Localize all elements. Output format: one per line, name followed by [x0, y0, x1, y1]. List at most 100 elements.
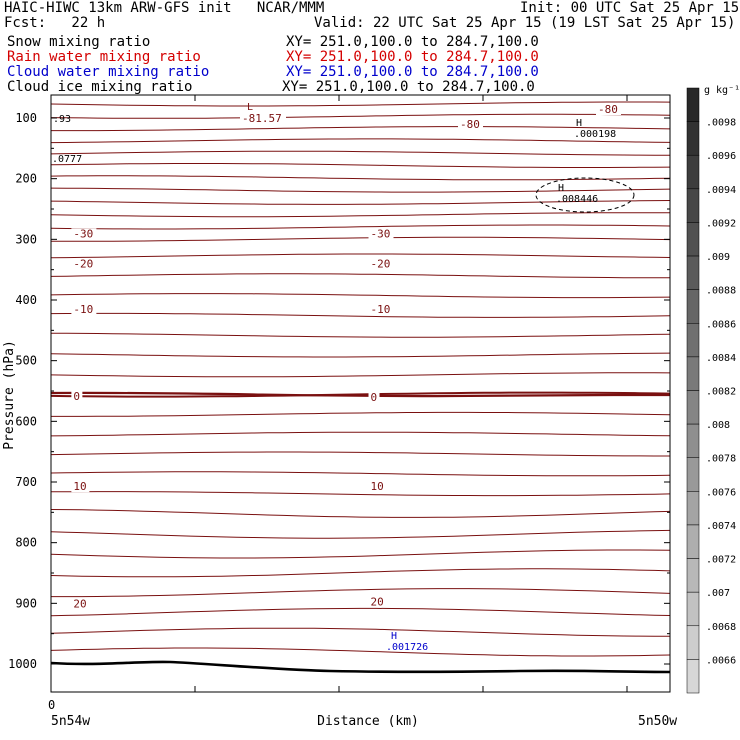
colorbar-swatch — [686, 154, 700, 190]
ground-line — [50, 660, 671, 674]
isotherm-line — [50, 273, 670, 279]
x-tick-zero: 0 — [48, 698, 55, 712]
y-tick-label: 600 — [15, 414, 37, 428]
isotherm-line — [50, 471, 671, 477]
colorbar-label: .0084 — [706, 353, 736, 364]
isotherm-line — [50, 253, 671, 259]
isotherm-line — [50, 549, 671, 559]
isotherm-line — [51, 126, 671, 132]
x-axis-label: Distance (km) — [317, 714, 419, 729]
colorbar-label: .0072 — [706, 555, 736, 566]
y-tick-label: 200 — [15, 172, 37, 186]
x-axis — [50, 95, 628, 692]
isotherm-label-bg — [71, 598, 90, 610]
field-snow-name: Snow mixing ratio — [7, 34, 151, 50]
colorbar-swatch — [686, 289, 700, 324]
low-symbol: L — [247, 102, 253, 113]
isotherm-label: -10 — [371, 303, 391, 316]
field-cloudice-xy: XY= 251.0,100.0 to 284.7,100.0 — [282, 79, 535, 95]
colorbar-label: .0086 — [706, 319, 736, 330]
colorbar-swatch — [686, 390, 700, 425]
colorbar-swatch — [686, 591, 700, 627]
y-tick-label: 500 — [15, 354, 37, 368]
colorbar-label: .0094 — [706, 185, 736, 196]
y-tick-label: 100 — [15, 111, 37, 125]
isotherm-line — [50, 451, 670, 457]
colorbar-swatch — [686, 524, 700, 559]
isotherm-line — [50, 529, 671, 539]
isotherm-line — [50, 509, 671, 518]
colorbar-swatch — [686, 188, 700, 223]
forecast-hour: Fcst: 22 h — [4, 15, 106, 31]
x-right-label: 5n50w — [638, 714, 677, 729]
isotherm-line — [50, 372, 671, 378]
colorbar-swatch — [686, 457, 700, 492]
isotherm-line — [50, 491, 671, 497]
isotherm-line — [51, 588, 671, 598]
isotherm-line — [50, 113, 671, 119]
isotherm-label: 10 — [371, 480, 384, 493]
isotherm-label-bg — [596, 104, 621, 115]
isotherm-line — [50, 568, 671, 578]
isotherm-line — [50, 224, 671, 230]
isotherm-label: 20 — [371, 596, 384, 609]
isotherm-line — [50, 647, 671, 657]
isotherm-label-bg — [71, 228, 97, 240]
isotherm-line — [50, 352, 671, 358]
isotherm-line — [50, 332, 671, 338]
edge-value-upper: .0777 — [52, 154, 82, 165]
colorbar-label: .0078 — [706, 454, 736, 465]
colorbar-label: .0096 — [706, 151, 736, 162]
isotherm-label: 10 — [73, 480, 86, 493]
colorbar-label: .007 — [706, 588, 730, 599]
freezing-level-line — [50, 391, 671, 398]
colorbar-swatch — [686, 356, 700, 391]
isotherm-label: -30 — [73, 227, 93, 240]
isotherm-label-bg — [458, 119, 483, 130]
isotherm-line — [50, 163, 671, 168]
isotherm-label-bg — [368, 481, 387, 493]
colorbar-swatch — [686, 87, 700, 122]
colorbar-swatch — [686, 558, 700, 593]
isotherm-line — [50, 293, 671, 299]
high-value-ice: .000198 — [574, 129, 616, 140]
high-value-snow: .008446 — [556, 194, 598, 205]
colorbar-swatch — [686, 625, 700, 660]
isotherm-label: -80 — [598, 103, 618, 116]
y-tick-label: 700 — [15, 475, 37, 489]
isotherm-contours — [50, 101, 671, 657]
y-tick-label: 800 — [15, 536, 37, 550]
colorbar-label: .0076 — [706, 487, 736, 498]
isotherm-label: 0 — [371, 391, 378, 404]
colorbar-unit: g kg⁻¹ — [704, 85, 740, 96]
isotherm-label: -20 — [73, 258, 93, 271]
ground-contour — [50, 660, 671, 674]
isotherm-label: -20 — [371, 258, 391, 271]
y-tick-label: 400 — [15, 293, 37, 307]
isotherm-line — [50, 101, 671, 107]
isotherm-label-bg — [368, 392, 380, 404]
isotherm-line — [50, 200, 671, 205]
isotherm-line — [50, 627, 670, 637]
colorbar-label: .0066 — [706, 655, 736, 666]
isotherm-labels: -80 -80 -81.57 -30 -30 -20 -20 -10 -10 0 0 10 10 20 20 — [71, 103, 621, 610]
field-cloudwater-xy: XY= 251.0,100.0 to 284.7,100.0 — [286, 64, 539, 80]
isotherm-line — [50, 138, 671, 144]
isotherm-label: 0 — [73, 390, 80, 403]
isotherm-label: -81.57 — [242, 112, 282, 125]
y-tick-label: 900 — [15, 596, 37, 610]
isotherm-line — [50, 312, 671, 318]
colorbar-label: .0074 — [706, 521, 736, 532]
isotherm-line — [50, 607, 671, 617]
isotherm-line — [51, 236, 671, 242]
field-rain-name: Rain water mixing ratio — [7, 49, 201, 65]
isotherm-line — [50, 391, 671, 398]
y-tick-label: 300 — [15, 232, 37, 246]
isotherm-label: -80 — [460, 118, 480, 131]
isotherm-label: 20 — [73, 597, 86, 610]
colorbar-swatch — [686, 423, 700, 458]
colorbar-label: .0092 — [706, 218, 736, 229]
isotherm-line — [51, 411, 671, 417]
colorbar-label: .0082 — [706, 387, 736, 398]
